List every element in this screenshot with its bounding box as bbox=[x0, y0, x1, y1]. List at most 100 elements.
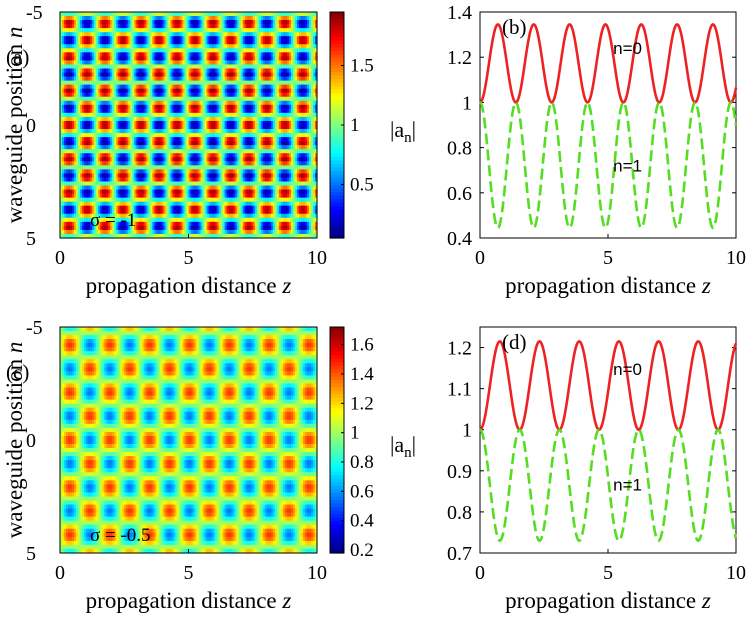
heatmap-cell bbox=[290, 36, 294, 41]
heatmap-cell bbox=[210, 60, 214, 66]
heatmap-cell bbox=[146, 52, 149, 57]
heatmap-cell bbox=[174, 68, 178, 74]
heatmap-cell bbox=[106, 40, 109, 45]
heatmap-cell bbox=[222, 40, 226, 45]
heatmap-cell bbox=[100, 72, 103, 78]
heatmap-cell bbox=[186, 40, 190, 45]
heatmap-cell bbox=[122, 72, 125, 78]
heatmap-cell bbox=[278, 32, 282, 37]
heatmap-cell bbox=[112, 36, 115, 41]
heatmap-cell bbox=[204, 24, 208, 29]
heatmap-cell bbox=[82, 28, 85, 33]
heatmap-cell bbox=[164, 72, 168, 78]
heatmap-cell bbox=[186, 48, 190, 53]
heatmap-cell bbox=[294, 16, 298, 21]
heatmap-cell bbox=[308, 76, 312, 82]
heatmap-cell bbox=[64, 20, 67, 25]
heatmap-cell bbox=[264, 24, 268, 29]
heatmap-cell bbox=[124, 56, 127, 62]
heatmap-cell bbox=[184, 56, 188, 62]
heatmap-cell bbox=[214, 12, 218, 17]
heatmap-cell bbox=[258, 20, 262, 25]
heatmap-cell bbox=[108, 32, 111, 37]
heatmap-cell bbox=[216, 36, 220, 41]
heatmap-cell bbox=[302, 60, 306, 66]
heatmap-cell bbox=[96, 40, 99, 45]
heatmap-cell bbox=[294, 12, 298, 17]
heatmap-cell bbox=[176, 16, 180, 21]
heatmap-cell bbox=[196, 52, 200, 57]
heatmap-cell bbox=[126, 60, 129, 66]
heatmap-cell bbox=[304, 60, 308, 66]
heatmap-cell bbox=[166, 36, 170, 41]
heatmap-cell bbox=[180, 44, 184, 49]
heatmap-cell bbox=[284, 76, 288, 82]
heatmap-cell bbox=[154, 44, 157, 49]
heatmap-cell bbox=[80, 80, 83, 86]
heatmap-cell bbox=[90, 64, 93, 70]
heatmap-cell bbox=[296, 64, 300, 70]
heatmap-cell bbox=[300, 16, 304, 21]
heatmap-cell bbox=[210, 56, 214, 62]
heatmap-cell bbox=[252, 72, 256, 78]
heatmap-cell bbox=[200, 72, 204, 78]
heatmap-cell bbox=[138, 40, 141, 45]
heatmap-cell bbox=[74, 40, 77, 45]
heatmap-cell bbox=[258, 28, 262, 33]
heatmap-cell bbox=[144, 32, 147, 37]
heatmap-cell bbox=[314, 72, 318, 78]
heatmap-cell bbox=[190, 72, 194, 78]
heatmap-cell bbox=[294, 52, 298, 57]
heatmap-cell bbox=[292, 52, 296, 57]
heatmap-cell bbox=[66, 52, 69, 57]
heatmap-cell bbox=[78, 16, 81, 21]
heatmap-cell bbox=[300, 56, 304, 62]
heatmap-cell bbox=[192, 68, 196, 74]
heatmap-cell bbox=[100, 36, 103, 41]
heatmap-cell bbox=[244, 64, 248, 70]
heatmap-cell bbox=[110, 76, 113, 82]
heatmap-cell bbox=[308, 64, 312, 70]
heatmap-cell bbox=[146, 28, 149, 33]
heatmap-cell bbox=[66, 60, 69, 66]
heatmap-cell bbox=[94, 64, 97, 70]
heatmap-cell bbox=[114, 76, 117, 82]
heatmap-cell bbox=[180, 24, 184, 29]
heatmap-cell bbox=[252, 64, 256, 70]
heatmap-cell bbox=[98, 76, 101, 82]
heatmap-cell bbox=[218, 40, 222, 45]
heatmap-cell bbox=[70, 36, 73, 41]
heatmap-cell bbox=[296, 44, 300, 49]
heatmap-cell bbox=[120, 44, 123, 49]
heatmap-cell bbox=[94, 32, 97, 37]
heatmap-cell bbox=[192, 36, 196, 41]
heatmap-cell bbox=[86, 20, 89, 25]
heatmap-cell bbox=[268, 12, 272, 17]
heatmap-cell bbox=[222, 20, 226, 25]
heatmap-cell bbox=[130, 80, 133, 86]
heatmap-cell bbox=[184, 36, 188, 41]
heatmap-cell bbox=[186, 44, 190, 49]
heatmap-cell bbox=[172, 40, 176, 45]
heatmap-cell bbox=[250, 36, 254, 41]
heatmap-cell bbox=[242, 16, 246, 21]
heatmap-cell bbox=[266, 44, 270, 49]
heatmap-cell bbox=[150, 48, 153, 53]
heatmap-cell bbox=[232, 72, 236, 78]
heatmap-cell bbox=[66, 44, 69, 49]
heatmap-cell bbox=[92, 28, 95, 33]
heatmap-cell bbox=[188, 36, 192, 41]
heatmap-cell bbox=[184, 24, 188, 29]
heatmap-cell bbox=[134, 24, 137, 29]
heatmap-cell bbox=[222, 32, 226, 37]
heatmap-cell bbox=[264, 76, 268, 82]
heatmap-cell bbox=[276, 64, 280, 70]
heatmap-cell bbox=[74, 24, 77, 29]
heatmap-cell bbox=[220, 56, 224, 62]
heatmap-cell bbox=[110, 32, 113, 37]
heatmap-cell bbox=[132, 12, 135, 17]
heatmap-cell bbox=[208, 36, 212, 41]
heatmap-cell bbox=[254, 16, 258, 21]
heatmap-cell bbox=[242, 24, 246, 29]
heatmap-cell bbox=[280, 48, 284, 53]
